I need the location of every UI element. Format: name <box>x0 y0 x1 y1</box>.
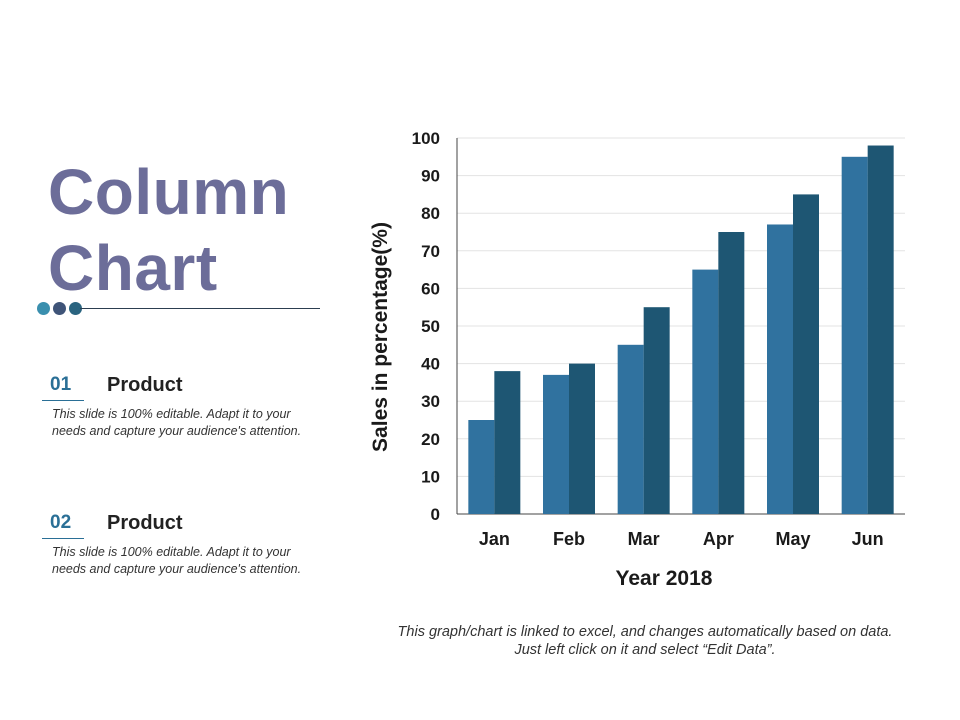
x-tick-label: Mar <box>628 529 660 549</box>
product-title: Product <box>107 512 183 534</box>
x-tick-label: Jan <box>479 529 510 549</box>
product-number: 01 <box>42 374 84 401</box>
title-divider <box>80 308 320 309</box>
chart-footnote: This graph/chart is linked to excel, and… <box>397 624 893 658</box>
bar-apr-series-1 <box>692 269 719 514</box>
bar-apr-series-2 <box>718 232 745 514</box>
y-tick-label: 80 <box>421 204 440 223</box>
x-axis-title: Year 2018 <box>616 567 713 590</box>
dot-3 <box>69 302 82 315</box>
y-tick-label: 50 <box>421 317 440 336</box>
y-axis-title: Sales in percentage(%) <box>369 222 392 452</box>
bar-may-series-2 <box>793 194 819 514</box>
bar-feb-series-1 <box>543 374 569 514</box>
bar-jun-series-2 <box>867 145 894 514</box>
x-tick-label: Jun <box>852 529 884 549</box>
y-tick-label: 40 <box>421 355 440 374</box>
product-description: This slide is 100% editable. Adapt it to… <box>52 407 302 438</box>
y-tick-label: 100 <box>412 129 440 148</box>
product-number: 02 <box>42 512 84 539</box>
bar-may-series-1 <box>767 224 793 515</box>
bar-mar-series-1 <box>617 344 644 514</box>
product-title: Product <box>107 374 183 396</box>
dot-1 <box>37 302 50 315</box>
bar-jan-series-2 <box>494 371 521 514</box>
x-tick-label: Apr <box>703 529 734 549</box>
bar-mar-series-2 <box>643 307 670 514</box>
title-line-2: Chart <box>48 232 218 304</box>
x-tick-label: Feb <box>553 529 585 549</box>
y-tick-label: 30 <box>421 392 440 411</box>
bar-feb-series-2 <box>569 363 595 514</box>
dot-2 <box>53 302 66 315</box>
y-tick-label: 70 <box>421 242 440 261</box>
y-tick-label: 10 <box>421 467 440 486</box>
product-description: This slide is 100% editable. Adapt it to… <box>52 545 302 576</box>
x-tick-label: May <box>775 529 810 549</box>
y-tick-label: 60 <box>421 279 440 298</box>
bar-jan-series-1 <box>468 420 495 514</box>
bar-jun-series-1 <box>841 156 868 515</box>
y-tick-label: 20 <box>421 430 440 449</box>
y-tick-label: 0 <box>431 505 440 524</box>
page-title: Column Chart <box>48 154 289 306</box>
y-tick-label: 90 <box>421 167 440 186</box>
title-line-1: Column <box>48 156 290 228</box>
